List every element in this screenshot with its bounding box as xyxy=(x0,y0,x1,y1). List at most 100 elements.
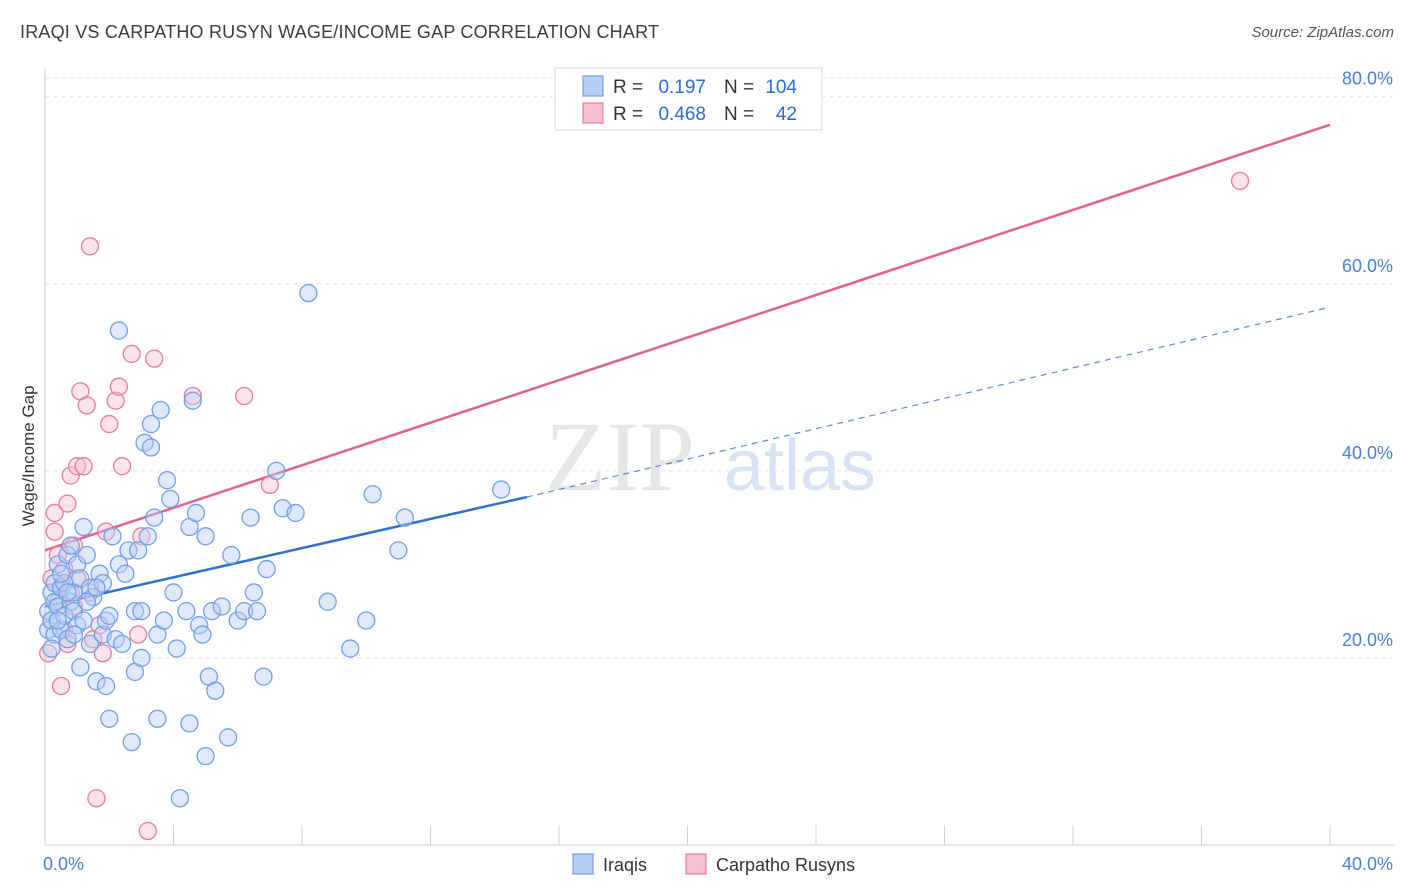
iraqi-point xyxy=(141,414,161,434)
stats-r-label: R = xyxy=(613,77,643,98)
iraqi-point xyxy=(96,676,116,696)
iraqi-point xyxy=(241,508,260,527)
iraqi-trend-line xyxy=(44,495,528,608)
iraqi-point xyxy=(254,667,273,686)
iraqi-point xyxy=(164,583,183,602)
iraqi-point xyxy=(267,461,286,481)
bottom-legend-label: Iraqis xyxy=(603,855,647,875)
carpatho-rusyn-point xyxy=(87,789,106,808)
iraqi-point xyxy=(206,681,225,700)
carpatho-rusyn-point xyxy=(122,344,141,364)
stats-n-value: 104 xyxy=(765,77,797,98)
iraqi-point xyxy=(218,728,238,747)
y-tick-label: 60.0% xyxy=(1342,256,1393,276)
carpatho-rusyn-point xyxy=(112,457,132,476)
iraqi-point xyxy=(151,400,170,420)
trend-lines xyxy=(44,123,1331,608)
iraqi-point xyxy=(193,625,212,644)
y-tick-label: 80.0% xyxy=(1342,69,1393,89)
iraqi-point xyxy=(299,283,318,303)
carpatho-rusyn-point xyxy=(132,527,151,546)
x-tick-label: 0.0% xyxy=(43,854,84,874)
stats-r-value: 0.468 xyxy=(658,104,706,125)
iraqi-point xyxy=(87,578,106,597)
stats-r-value: 0.197 xyxy=(658,77,706,98)
iraqi-point xyxy=(157,471,177,490)
iraqi-point xyxy=(202,602,222,621)
carpatho-rusyn-point xyxy=(58,494,77,513)
iraqi-point xyxy=(71,569,90,588)
carpatho-rusyn-point xyxy=(45,503,64,523)
carpatho-rusyn-point xyxy=(93,644,112,663)
data-points xyxy=(39,171,1250,841)
watermark-zip: ZIP xyxy=(545,401,695,512)
iraqi-point xyxy=(87,672,106,691)
iraqi-point xyxy=(161,489,180,509)
iraqi-point xyxy=(257,559,276,579)
iraqi-point xyxy=(222,545,241,565)
iraqi-point xyxy=(196,746,215,766)
iraqi-point xyxy=(61,536,80,555)
iraqi-point xyxy=(64,602,84,621)
iraqi-point xyxy=(212,597,231,616)
iraqi-point xyxy=(125,602,145,621)
y-tick-label: 20.0% xyxy=(1342,630,1393,650)
iraqi-point xyxy=(341,639,360,658)
carpatho-rusyn-point xyxy=(80,237,100,256)
iraqi-point xyxy=(116,564,135,583)
y-tick-label: 40.0% xyxy=(1342,443,1393,463)
iraqi-point xyxy=(77,592,96,611)
carpatho-rusyn-point xyxy=(45,522,64,541)
iraqi-point xyxy=(492,480,511,499)
iraqi-point xyxy=(180,714,199,733)
iraqi-point xyxy=(42,639,61,658)
iraqi-point xyxy=(154,611,174,630)
iraqi-point xyxy=(51,564,71,583)
iraqi-point xyxy=(235,602,254,621)
iraqi-point xyxy=(103,527,122,546)
stats-n-label: N = xyxy=(724,104,754,125)
iraqi-point xyxy=(67,555,87,574)
stats-r-label: R = xyxy=(613,104,643,125)
iraqi-point xyxy=(100,709,119,728)
bottom-legend-swatch xyxy=(572,853,594,875)
iraqi-point xyxy=(196,527,215,546)
carpatho-rusyn-point xyxy=(74,457,93,476)
iraqi-point xyxy=(71,658,90,677)
iraqi-point xyxy=(286,503,305,523)
iraqi-point xyxy=(100,606,119,625)
bottom-legend: Iraqis Carpatho Rusyns xyxy=(572,853,855,875)
stats-n-label: N = xyxy=(724,77,754,98)
bottom-legend-swatch xyxy=(685,853,707,875)
iraqi-point xyxy=(109,321,129,340)
chart-title: IRAQI VS CARPATHO RUSYN WAGE/INCOME GAP … xyxy=(20,22,660,42)
bottom-legend-label: Carpatho Rusyns xyxy=(716,855,855,875)
iraqi-point xyxy=(148,709,167,728)
carpatho-rusyn-point xyxy=(100,414,119,434)
carpatho-rusyn-point xyxy=(106,391,125,410)
iraqi-point xyxy=(389,541,408,560)
stats-legend-swatch xyxy=(582,102,604,124)
carpatho-rusyn-point xyxy=(109,377,129,396)
iraqi-point xyxy=(119,541,138,560)
stats-n-value: 42 xyxy=(776,104,797,125)
iraqi-point xyxy=(186,503,206,523)
x-tick-label: 40.0% xyxy=(1342,854,1393,874)
axes xyxy=(44,68,1395,846)
iraqi-point xyxy=(167,639,186,658)
carpatho-rusyn-point xyxy=(183,386,202,406)
carpatho-rusyn-point xyxy=(77,396,96,415)
y-axis-label: Wage/Income Gap xyxy=(19,385,38,526)
x-tick-labels: 0.0% 40.0% xyxy=(43,854,1393,874)
y-tick-labels: 20.0% 40.0% 60.0% 80.0% xyxy=(1342,69,1393,650)
iraqi-point xyxy=(122,732,141,752)
carpatho-rusyn-point xyxy=(145,349,164,368)
carpatho-rusyn-point xyxy=(61,466,80,485)
carpatho-rusyn-point xyxy=(1230,171,1250,191)
iraqi-point xyxy=(74,611,93,630)
iraqi-point xyxy=(132,648,151,668)
iraqi-point xyxy=(183,391,202,410)
carpatho-rusyn-point xyxy=(51,676,71,696)
iraqi-point xyxy=(48,611,67,630)
